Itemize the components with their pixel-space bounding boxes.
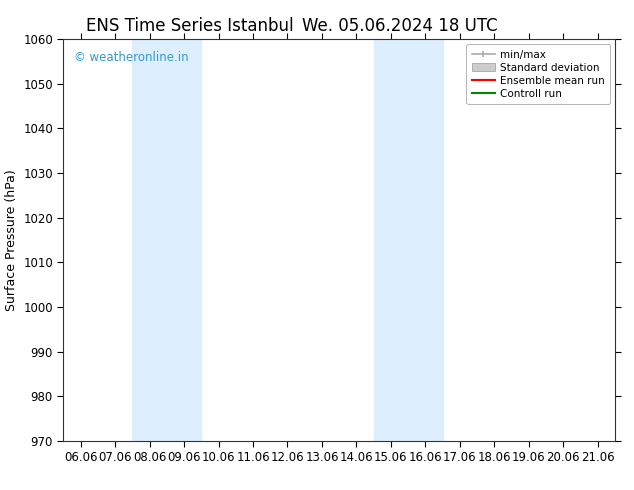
Legend: min/max, Standard deviation, Ensemble mean run, Controll run: min/max, Standard deviation, Ensemble me… bbox=[467, 45, 610, 104]
Text: We. 05.06.2024 18 UTC: We. 05.06.2024 18 UTC bbox=[302, 17, 497, 35]
Y-axis label: Surface Pressure (hPa): Surface Pressure (hPa) bbox=[4, 169, 18, 311]
Text: ENS Time Series Istanbul: ENS Time Series Istanbul bbox=[86, 17, 294, 35]
Bar bbox=[373, 39, 443, 441]
Text: © weatheronline.in: © weatheronline.in bbox=[74, 51, 189, 64]
Bar bbox=[133, 39, 202, 441]
